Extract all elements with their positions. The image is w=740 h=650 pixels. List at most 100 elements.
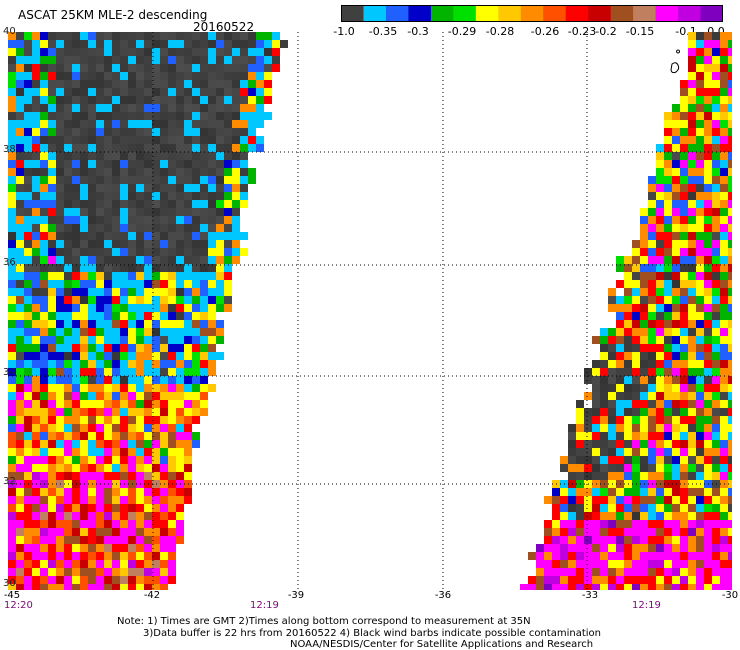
wind-cell — [48, 584, 56, 590]
wind-cell — [96, 416, 104, 424]
wind-cell — [216, 304, 224, 312]
wind-cell — [216, 32, 224, 40]
wind-cell — [136, 368, 144, 376]
wind-cell — [56, 232, 64, 240]
wind-cell — [24, 208, 32, 216]
wind-cell — [72, 576, 80, 584]
wind-cell — [88, 288, 96, 296]
wind-cell — [72, 176, 80, 184]
wind-cell — [608, 288, 616, 296]
wind-cell — [216, 136, 224, 144]
wind-cell — [224, 152, 232, 160]
wind-cell — [112, 192, 120, 200]
wind-cell — [576, 560, 584, 568]
wind-cell — [40, 184, 48, 192]
wind-cell — [56, 224, 64, 232]
wind-cell — [640, 208, 648, 216]
wind-cell — [56, 400, 64, 408]
wind-cell — [216, 88, 224, 96]
wind-cell — [64, 232, 72, 240]
wind-cell — [648, 184, 656, 192]
wind-cell — [56, 152, 64, 160]
wind-cell — [696, 208, 704, 216]
wind-cell — [112, 80, 120, 88]
wind-cell — [160, 520, 168, 528]
wind-cell — [48, 520, 56, 528]
wind-cell — [184, 344, 192, 352]
wind-cell — [584, 512, 592, 520]
wind-cell — [720, 472, 728, 480]
wind-cell — [8, 288, 16, 296]
wind-cell — [88, 176, 96, 184]
wind-cell — [120, 288, 128, 296]
wind-cell — [176, 368, 184, 376]
wind-cell — [704, 424, 712, 432]
wind-cell — [216, 264, 224, 272]
wind-cell — [696, 96, 704, 104]
wind-cell — [656, 208, 664, 216]
wind-cell — [24, 64, 32, 72]
wind-cell — [40, 528, 48, 536]
wind-cell — [48, 304, 56, 312]
wind-cell — [128, 512, 136, 520]
wind-cell — [696, 136, 704, 144]
wind-cell — [264, 64, 272, 72]
wind-cell — [600, 464, 608, 472]
wind-cell — [544, 496, 552, 504]
wind-cell — [696, 168, 704, 176]
wind-cell — [176, 488, 184, 496]
wind-cell — [40, 560, 48, 568]
wind-cell — [16, 32, 24, 40]
wind-cell — [136, 488, 144, 496]
wind-cell — [216, 208, 224, 216]
wind-cell — [680, 152, 688, 160]
wind-cell — [728, 168, 732, 176]
wind-cell — [48, 48, 56, 56]
wind-cell — [96, 528, 104, 536]
wind-cell — [712, 496, 720, 504]
wind-cell — [176, 160, 184, 168]
wind-cell — [656, 248, 664, 256]
wind-cell — [104, 384, 112, 392]
wind-cell — [608, 416, 616, 424]
wind-cell — [168, 360, 176, 368]
wind-cell — [144, 512, 152, 520]
wind-cell — [680, 344, 688, 352]
wind-cell — [40, 40, 48, 48]
wind-cell — [720, 488, 728, 496]
wind-cell — [704, 464, 712, 472]
wind-cell — [120, 88, 128, 96]
wind-cell — [32, 168, 40, 176]
wind-cell — [176, 440, 184, 448]
wind-cell — [200, 360, 208, 368]
wind-cell — [576, 432, 584, 440]
wind-cell — [104, 304, 112, 312]
wind-cell — [184, 488, 192, 496]
wind-cell — [568, 424, 576, 432]
wind-cell — [96, 472, 104, 480]
wind-cell — [24, 80, 32, 88]
wind-cell — [136, 304, 144, 312]
wind-cell — [56, 104, 64, 112]
wind-cell — [704, 256, 712, 264]
wind-cell — [184, 192, 192, 200]
wind-cell — [664, 456, 672, 464]
wind-cell — [136, 32, 144, 40]
wind-cell — [712, 416, 720, 424]
wind-cell — [136, 136, 144, 144]
wind-cell — [248, 40, 256, 48]
wind-cell — [120, 544, 128, 552]
wind-cell — [648, 448, 656, 456]
wind-cell — [224, 296, 232, 304]
wind-cell — [664, 328, 672, 336]
wind-cell — [144, 240, 152, 248]
wind-cell — [80, 440, 88, 448]
wind-cell — [656, 448, 664, 456]
wind-cell — [128, 448, 136, 456]
wind-cell — [64, 264, 72, 272]
wind-cell — [176, 464, 184, 472]
wind-cell — [40, 344, 48, 352]
wind-cell — [104, 336, 112, 344]
wind-cell — [96, 336, 104, 344]
wind-cell — [112, 520, 120, 528]
